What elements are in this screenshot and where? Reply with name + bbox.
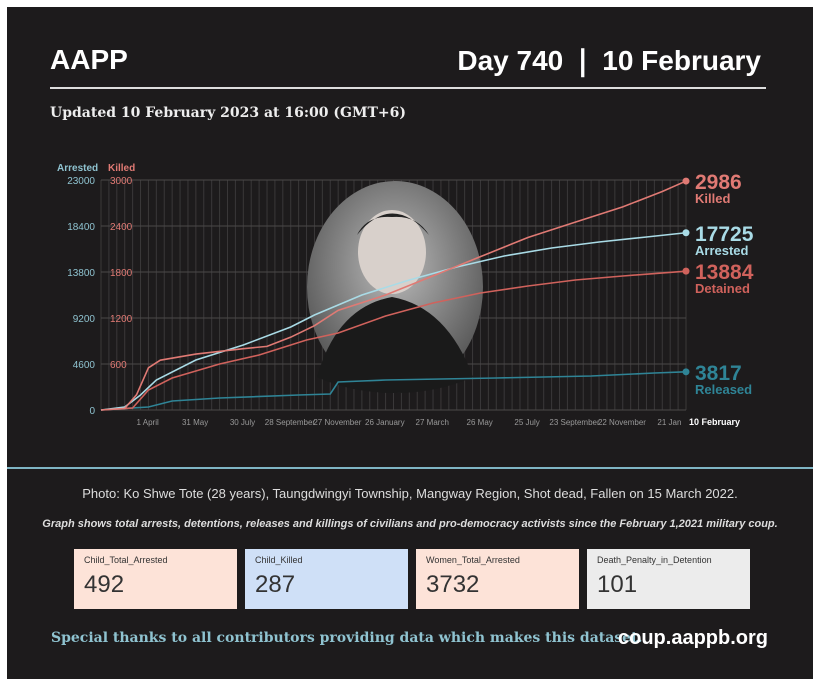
brand-title: AAPP <box>50 44 128 75</box>
left-tick-label: 0 <box>89 406 95 417</box>
stat-label: Child_Killed <box>255 555 303 565</box>
infographic-panel: AAPP Day 740 ❘ 10 February Updated 10 Fe… <box>7 7 813 679</box>
series-end-value: 2986 <box>695 171 742 194</box>
stat-label: Death_Penalty_in_Detention <box>597 555 712 565</box>
photo-caption: Photo: Ko Shwe Tote (28 years), Taungdwi… <box>82 486 738 501</box>
series-end-marker-killed <box>682 177 690 185</box>
x-tick-label: 27 March <box>416 418 449 427</box>
right-tick-label: 1800 <box>110 268 133 279</box>
series-end-marker-released <box>682 368 690 376</box>
series-end-label: Arrested <box>695 243 749 258</box>
stat-value: 492 <box>84 571 125 598</box>
stat-card-child-killed: Child_Killed 287 <box>245 549 408 609</box>
left-tick-label: 23000 <box>67 176 95 187</box>
series-end-label: Released <box>695 382 752 397</box>
left-tick-label: 4600 <box>73 360 96 371</box>
left-axis-label: Arrested <box>57 163 98 174</box>
stat-value: 101 <box>597 571 638 598</box>
portrait-shirt <box>317 297 473 393</box>
stat-card-women-arrested: Women_Total_Arrested 3732 <box>416 549 579 609</box>
website-link[interactable]: coup.aappb.org <box>618 627 768 649</box>
x-tick-label: 23 September <box>549 418 600 427</box>
series-end-label: Detained <box>695 281 750 296</box>
portrait-face <box>358 210 426 294</box>
x-tick-label: 1 April <box>137 418 159 427</box>
x-end-label: 10 February <box>689 417 740 427</box>
series-line-arrested <box>100 231 687 411</box>
graph-note: Graph shows total arrests, detentions, r… <box>42 518 778 530</box>
series-end-value: 3817 <box>695 362 742 385</box>
x-tick-label: 22 November <box>598 418 646 427</box>
updated-timestamp: Updated 10 February 2023 at 16:00 (GMT+6… <box>50 105 406 121</box>
footer-thanks: Special thanks to all contributors provi… <box>51 630 643 646</box>
section-divider <box>7 467 813 469</box>
left-tick-label: 9200 <box>73 314 96 325</box>
x-tick-label: 27 November <box>313 418 361 427</box>
series-end-marker-detained <box>682 267 690 275</box>
cumulative-line-chart: 0 4600 9200 13800 18400 23000 600 1200 1800 2400 3… <box>57 163 754 427</box>
series-end-value: 13884 <box>695 261 754 284</box>
x-tick-label: 21 Jan <box>657 418 681 427</box>
x-tick-label: 31 May <box>182 418 208 427</box>
stat-card-child-arrested: Child_Total_Arrested 492 <box>74 549 237 609</box>
series-end-marker-arrested <box>682 229 690 237</box>
left-tick-label: 18400 <box>67 222 95 233</box>
series-end-label: Killed <box>695 191 730 206</box>
right-tick-label: 3000 <box>110 176 133 187</box>
stat-card-death-penalty: Death_Penalty_in_Detention 101 <box>587 549 750 609</box>
day-counter: Day 740 ❘ 10 February <box>457 45 761 76</box>
x-tick-label: 28 September <box>265 418 316 427</box>
stat-cards: Child_Total_Arrested 492 Child_Killed 287 … <box>74 549 750 609</box>
series-line-detained <box>100 270 687 411</box>
x-tick-label: 26 May <box>467 418 493 427</box>
stat-value: 287 <box>255 571 296 598</box>
right-tick-label: 2400 <box>110 222 133 233</box>
series-end-value: 17725 <box>695 223 754 246</box>
right-axis-label: Killed <box>108 163 135 174</box>
left-tick-label: 13800 <box>67 268 95 279</box>
series-line-killed <box>100 180 687 411</box>
stat-label: Child_Total_Arrested <box>84 555 168 565</box>
x-tick-label: 26 January <box>365 418 405 427</box>
right-tick-label: 600 <box>110 360 127 371</box>
x-tick-label: 30 July <box>230 418 255 427</box>
stat-value: 3732 <box>426 571 480 598</box>
series-line-released <box>100 371 687 411</box>
header-divider <box>50 87 766 89</box>
x-tick-label: 25 July <box>514 418 539 427</box>
right-tick-label: 1200 <box>110 314 133 325</box>
stat-label: Women_Total_Arrested <box>426 555 520 565</box>
